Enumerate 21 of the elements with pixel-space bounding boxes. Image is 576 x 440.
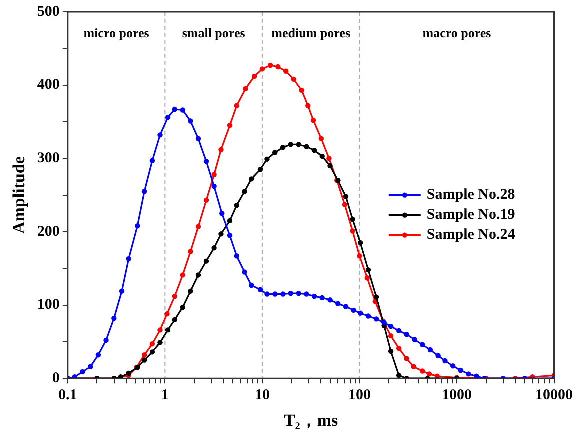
x-tick-label: 1 (161, 387, 169, 404)
y-tick-label: 100 (37, 297, 60, 314)
legend-label: Sample No.28 (426, 187, 516, 204)
annotation: small pores (182, 25, 246, 40)
legend-label: Sample No.24 (426, 227, 516, 244)
x-tick-label: 10 (254, 387, 270, 404)
legend-label: Sample No.19 (426, 207, 516, 224)
x-tick-label: 1000 (442, 387, 472, 404)
y-tick-label: 400 (37, 77, 60, 94)
annotation: medium pores (272, 25, 351, 40)
annotation: macro pores (422, 25, 492, 40)
annotation: micro pores (84, 25, 150, 40)
x-tick-label: 0.1 (58, 387, 78, 404)
x-tick-label: 10000 (536, 387, 573, 404)
y-axis-title: Amplitude (10, 156, 29, 234)
y-tick-label: 500 (37, 4, 60, 20)
y-tick-label: 200 (37, 224, 60, 240)
y-tick-label: 300 (37, 150, 60, 167)
y-tick-label: 0 (52, 370, 60, 386)
x-axis-title: T₂，ms (284, 411, 339, 430)
x-tick-label: 100 (348, 387, 371, 404)
